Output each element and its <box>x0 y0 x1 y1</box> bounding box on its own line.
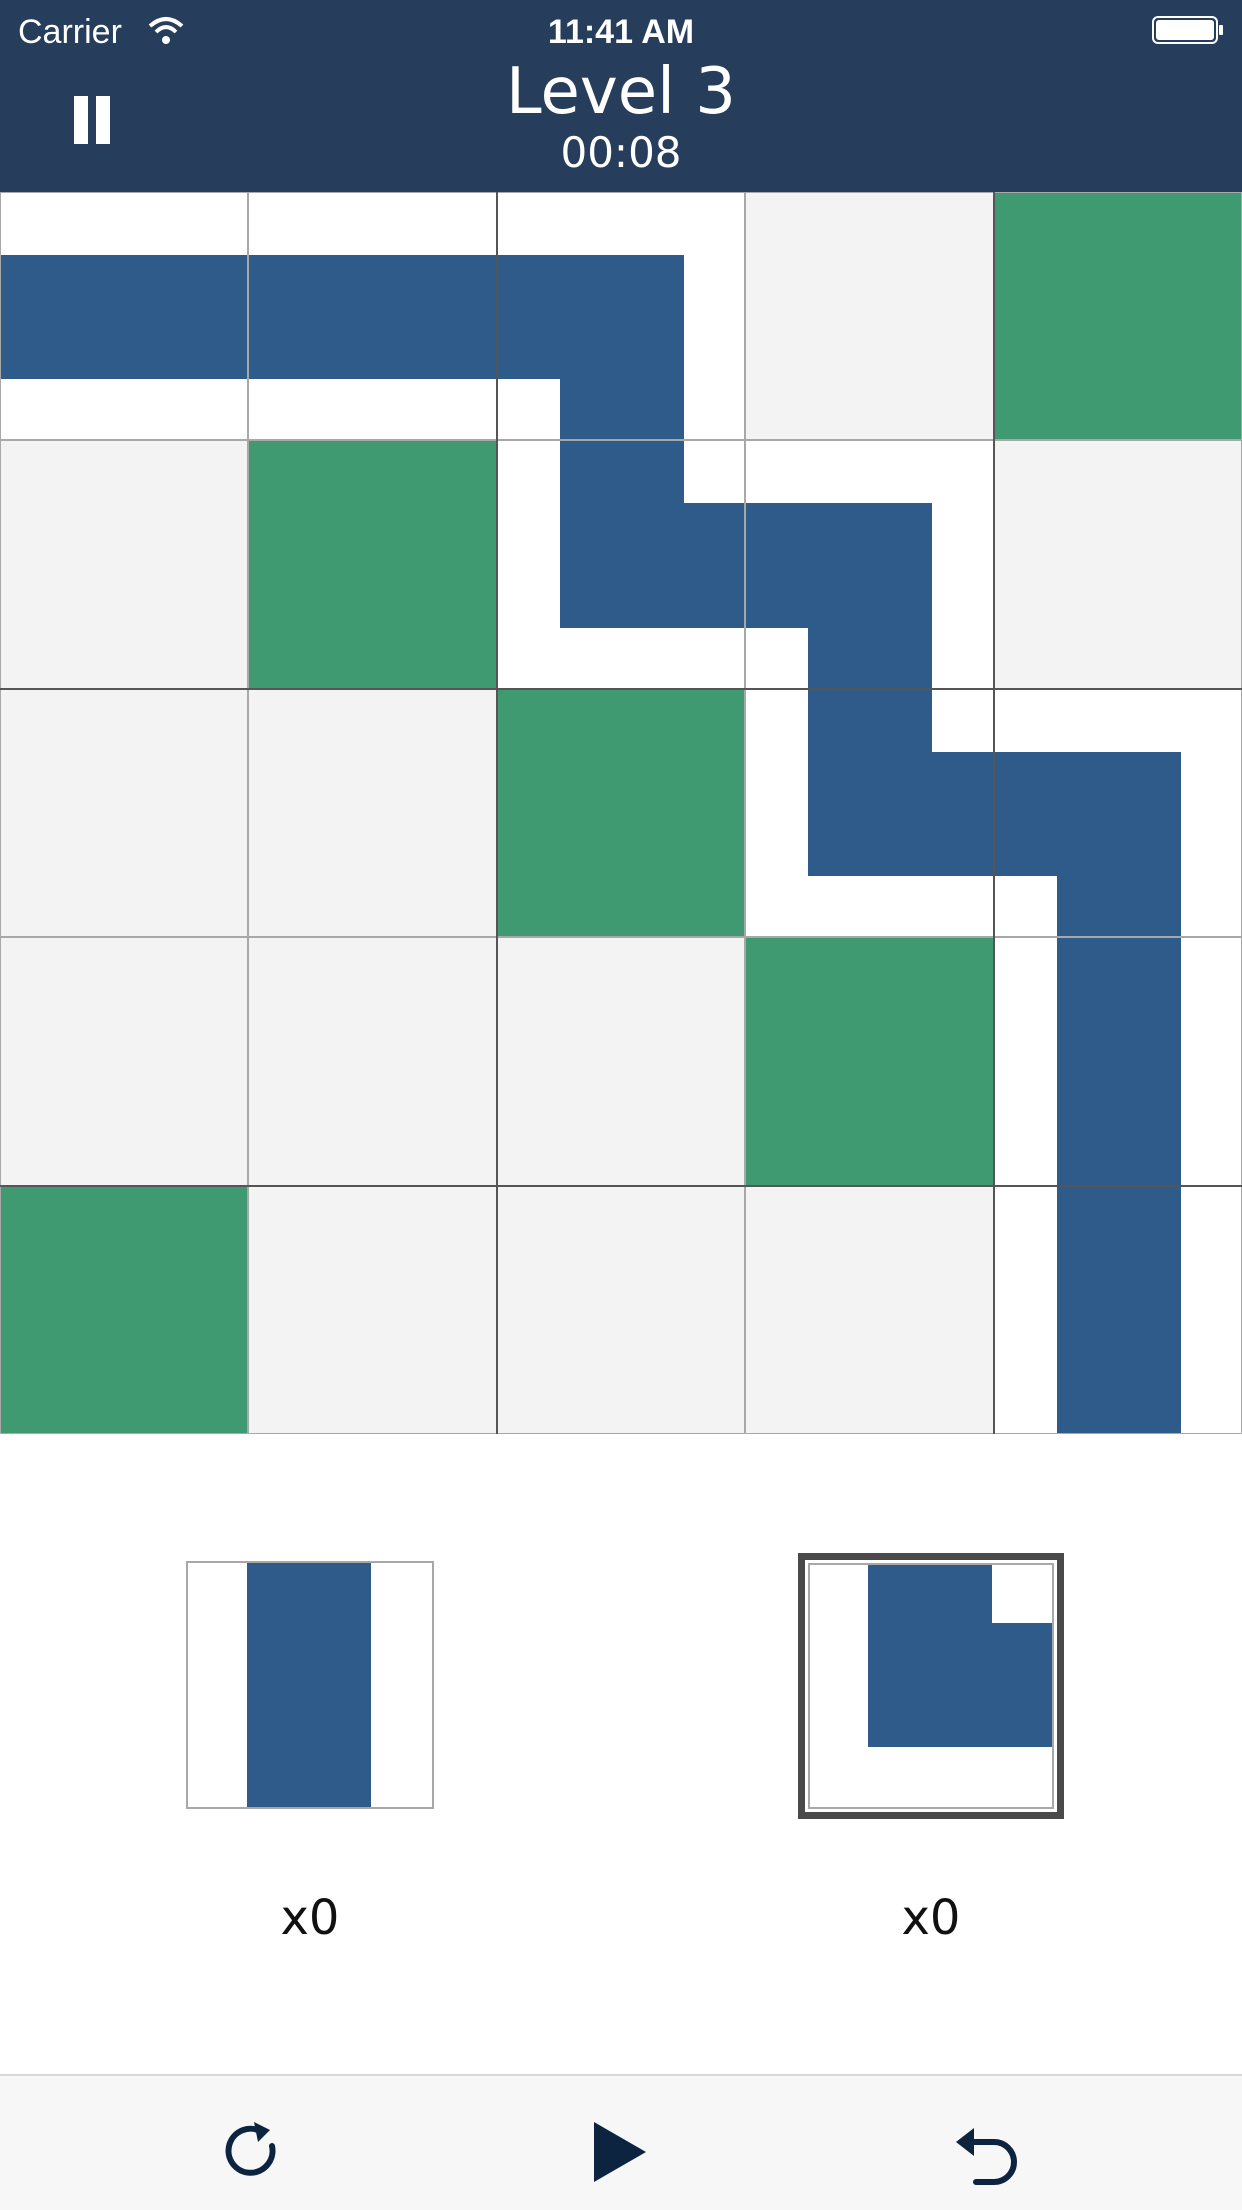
pipe-segment <box>808 751 993 877</box>
board-cell-block[interactable] <box>745 937 994 1186</box>
piece-vertical-pipe[interactable] <box>186 1561 434 1809</box>
pipe-segment <box>559 255 685 440</box>
game-board <box>0 192 1242 1434</box>
piece-corner-pipe[interactable] <box>808 1563 1054 1809</box>
grid-line <box>992 192 995 1434</box>
board-cell-block[interactable] <box>248 440 497 689</box>
board-cell-empty[interactable] <box>248 937 497 1186</box>
wifi-icon <box>148 17 184 44</box>
header-bar: Carrier 11:41 AM Level 3 00:08 <box>0 0 1242 192</box>
timer: 00:08 <box>560 128 682 177</box>
board-cell-empty[interactable] <box>0 688 249 938</box>
level-title: Level 3 <box>506 55 736 129</box>
board-cell-pipe-left-down[interactable] <box>993 688 1242 938</box>
board-cell-empty[interactable] <box>248 688 497 938</box>
board-cell-empty[interactable] <box>745 1185 994 1434</box>
board-cell-pipe-up-right[interactable] <box>745 688 994 938</box>
pipe-segment <box>1056 751 1181 937</box>
board-cell-pipe-horizontal[interactable] <box>248 192 497 441</box>
pipe-segment <box>559 503 745 628</box>
play-icon[interactable] <box>584 2116 656 2188</box>
grid-line <box>0 1184 1242 1187</box>
board-cell-empty[interactable] <box>0 440 249 689</box>
carrier-label: Carrier <box>18 13 122 51</box>
pause-button[interactable] <box>70 96 114 148</box>
board-cell-pipe-horizontal[interactable] <box>0 192 249 441</box>
board-cell-empty[interactable] <box>745 192 994 441</box>
board-cell-pipe-vertical[interactable] <box>993 937 1242 1186</box>
selected-piece-frame[interactable] <box>798 1553 1064 1819</box>
grid-line <box>0 687 1242 690</box>
piece-count: x0 <box>280 1890 340 1946</box>
board-cell-empty[interactable] <box>993 440 1242 689</box>
pipe-segment <box>1056 1186 1181 1433</box>
board-cell-empty[interactable] <box>496 937 746 1186</box>
board-cell-pipe-vertical[interactable] <box>993 1185 1242 1434</box>
board-cell-empty[interactable] <box>248 1185 497 1434</box>
battery-icon <box>1152 16 1223 44</box>
pipe-segment <box>1 255 248 380</box>
pipe-segment <box>249 255 496 380</box>
piece-count: x0 <box>901 1890 961 1946</box>
board-cell-block[interactable] <box>496 688 746 938</box>
pause-icon <box>70 96 114 148</box>
pipe-segment <box>808 503 933 688</box>
undo-icon[interactable] <box>950 2116 1022 2188</box>
board-cell-block[interactable] <box>0 1185 249 1434</box>
pipe-segment <box>1056 938 1181 1185</box>
status-time: 11:41 AM <box>547 13 695 51</box>
restart-icon[interactable] <box>218 2116 290 2188</box>
board-cell-block[interactable] <box>993 192 1242 441</box>
bottom-toolbar <box>0 2074 1242 2210</box>
board-cell-pipe-left-down[interactable] <box>496 192 746 441</box>
board-cell-empty[interactable] <box>0 937 249 1186</box>
board-cell-empty[interactable] <box>496 1185 746 1434</box>
grid-line <box>495 192 498 1434</box>
board-cell-pipe-left-down[interactable] <box>745 440 994 689</box>
board-cell-pipe-up-right[interactable] <box>496 440 746 689</box>
